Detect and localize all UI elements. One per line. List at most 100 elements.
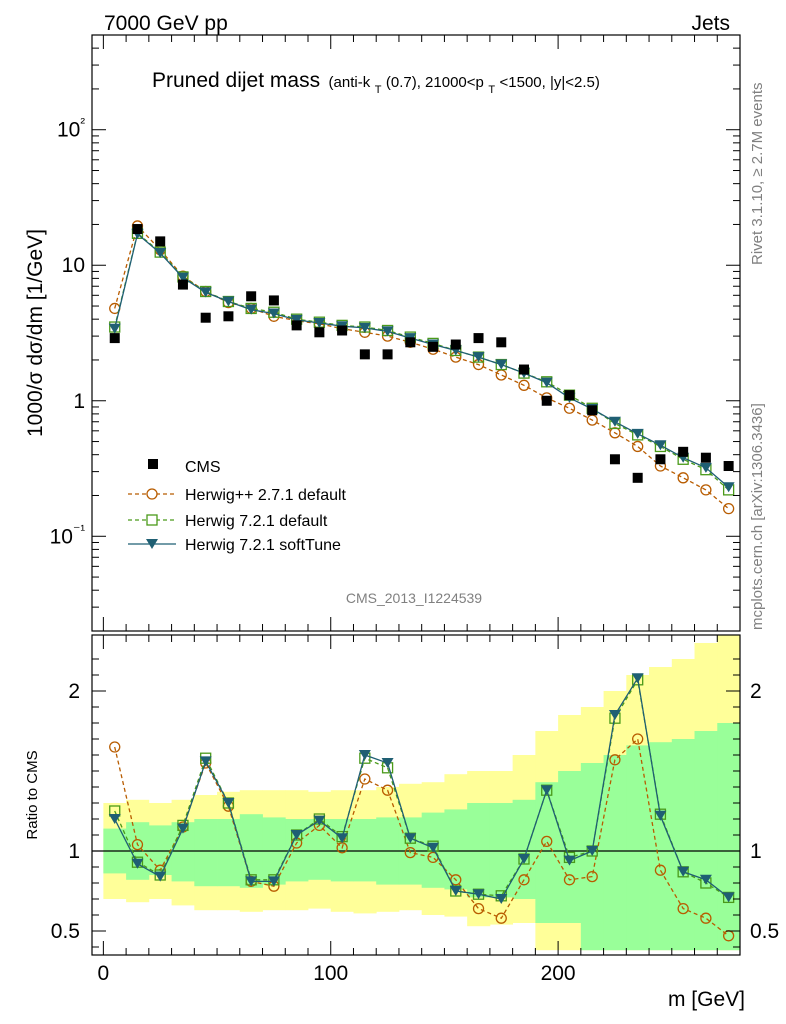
header-right: Jets bbox=[691, 12, 730, 35]
main-line-herwig-7-2-1-softtune bbox=[114, 232, 730, 488]
main-point-herwig-7-2-1-softtune-6 bbox=[245, 304, 258, 315]
main-point-cms-21 bbox=[587, 405, 598, 416]
ratio-point-herwig-2-7-1-default-1 bbox=[131, 838, 144, 851]
main-point-herwig-7-2-1-softtune-12 bbox=[381, 326, 394, 337]
ratio-inner-band-5 bbox=[217, 819, 241, 887]
main-point-herwig-7-2-1-softtune-4 bbox=[199, 287, 212, 298]
ratio-point-herwig-7-2-1-softtune-19 bbox=[540, 785, 553, 796]
plot-title: Pruned dijet mass (anti-k T (0.7), 21000… bbox=[152, 69, 600, 97]
ratio-y-tick-label-left-1: 1 bbox=[68, 840, 80, 863]
main-point-cms-25 bbox=[678, 446, 689, 457]
ratio-line-herwig-7-2-1-default bbox=[114, 677, 729, 898]
x-axis-label: m [GeV] bbox=[668, 988, 745, 1011]
ratio-point-herwig-7-2-1-softtune-23 bbox=[631, 673, 644, 684]
ratio-point-herwig-7-2-1-softtune-8 bbox=[290, 830, 303, 840]
ratio-point-herwig-7-2-1-softtune-15 bbox=[449, 886, 462, 896]
main-plot-panel: 1 10 10² 10⁻¹ bbox=[50, 34, 741, 632]
ratio-point-herwig-7-2-1-softtune-27 bbox=[722, 892, 735, 903]
main-point-herwig-7-2-1-softtune-19 bbox=[540, 377, 553, 388]
ratio-y-tick-label-left-2: 2 bbox=[68, 680, 80, 703]
ratio-point-herwig-7-2-1-softtune-0 bbox=[108, 814, 121, 824]
analysis-watermark: CMS_2013_I1224539 bbox=[346, 590, 482, 606]
ratio-inner-band-2 bbox=[148, 825, 172, 875]
plot-title-c: <1500, |y|<2.5) bbox=[500, 74, 600, 91]
ratio-point-herwig-7-2-1-softtune-2 bbox=[154, 871, 167, 882]
x-tick-label-100: 100 bbox=[313, 962, 348, 985]
ratio-inner-band-15 bbox=[444, 809, 468, 890]
main-point-cms-9 bbox=[314, 327, 325, 338]
main-point-cms-18 bbox=[519, 364, 529, 375]
main-point-herwig-7-2-1-softtune-2 bbox=[154, 248, 167, 259]
ratio-point-herwig-2-7-1-default-11 bbox=[359, 773, 371, 785]
legend-herwig7-default-label: Herwig 7.2.1 default bbox=[185, 513, 328, 530]
main-point-herwig-7-2-1-softtune-26 bbox=[699, 462, 712, 473]
ratio-inner-band-10 bbox=[330, 819, 354, 882]
main-point-cms-11 bbox=[359, 349, 370, 360]
main-point-cms-8 bbox=[291, 320, 302, 331]
legend-herwigpp-marker bbox=[146, 488, 158, 500]
x-tick-label-0: 0 bbox=[98, 962, 110, 985]
main-point-herwig-7-2-1-softtune-17 bbox=[495, 359, 508, 370]
main-y-tick-label-1: 1 bbox=[73, 390, 85, 413]
ratio-point-herwig-2-7-1-default-18 bbox=[518, 874, 530, 886]
plot-title-main: Pruned dijet mass bbox=[152, 69, 320, 92]
ratio-inner-band-11 bbox=[353, 819, 377, 882]
ratio-point-herwig-7-2-1-softtune-25 bbox=[677, 866, 690, 877]
ratio-inner-band-9 bbox=[308, 819, 332, 880]
plot-title-b: (0.7), 21000<p bbox=[386, 74, 484, 91]
ratio-point-herwig-7-2-1-softtune-3 bbox=[176, 823, 189, 834]
ratio-point-herwig-2-7-1-default-12 bbox=[381, 784, 394, 796]
ratio-inner-band-20 bbox=[558, 771, 582, 923]
mcplots-label: mcplots.cern.ch [arXiv:1306.3436] bbox=[749, 403, 766, 630]
ratio-y-axis-label: Ratio to CMS bbox=[24, 750, 41, 839]
ratio-point-herwig-7-2-1-softtune-7 bbox=[267, 876, 280, 887]
main-point-cms-1 bbox=[132, 224, 143, 235]
main-point-cms-15 bbox=[450, 339, 461, 350]
legend-herwig7-softtune-marker bbox=[146, 539, 158, 549]
main-point-cms-13 bbox=[405, 337, 416, 348]
legend-herwigpp-label: Herwig++ 2.7.1 default bbox=[185, 487, 347, 504]
ratio-point-herwig-2-7-1-default-21 bbox=[586, 870, 598, 883]
ratio-y-tick-label-right-0.5: 0.5 bbox=[750, 920, 779, 943]
ratio-inner-band-22 bbox=[603, 755, 627, 951]
legend-herwig7-default-marker bbox=[146, 514, 158, 526]
main-point-herwig-7-2-1-softtune-11 bbox=[358, 322, 371, 333]
main-point-herwig-7-2-1-softtune-5 bbox=[222, 296, 235, 307]
ratio-point-herwig-7-2-1-softtune-17 bbox=[495, 894, 508, 904]
ratio-point-herwig-7-2-1-softtune-20 bbox=[563, 855, 576, 866]
main-point-cms-0 bbox=[109, 333, 120, 344]
main-point-herwig-2-7-1-default-17 bbox=[495, 369, 507, 381]
ratio-inner-band-24 bbox=[649, 742, 673, 951]
main-point-herwig-7-2-1-softtune-0 bbox=[108, 323, 121, 334]
ratio-point-herwig-7-2-1-softtune-11 bbox=[358, 750, 371, 760]
ratio-point-herwig-7-2-1-softtune-21 bbox=[586, 846, 599, 856]
ratio-y-tick-label-right-2: 2 bbox=[750, 680, 762, 703]
ratio-point-herwig-7-2-1-softtune-6 bbox=[245, 876, 258, 887]
ratio-point-herwig-2-7-1-default-23 bbox=[632, 733, 644, 745]
main-point-cms-3 bbox=[177, 279, 188, 290]
ratio-point-herwig-7-2-1-softtune-13 bbox=[404, 833, 417, 844]
main-point-herwig-7-2-1-softtune-3 bbox=[176, 272, 189, 283]
legend: CMS Herwig++ 2.7.1 default Herwig 7.2.1 … bbox=[128, 459, 347, 554]
ratio-point-herwig-2-7-1-default-13 bbox=[404, 846, 416, 859]
ratio-point-herwig-2-7-1-default-25 bbox=[677, 902, 689, 915]
ratio-point-herwig-7-2-1-softtune-9 bbox=[313, 815, 326, 826]
main-point-cms-12 bbox=[382, 349, 393, 360]
ratio-point-herwig-7-2-1-softtune-10 bbox=[336, 833, 349, 844]
ratio-point-herwig-2-7-1-default-0 bbox=[109, 741, 121, 753]
ratio-inner-band-17 bbox=[489, 803, 514, 898]
ratio-point-herwig-2-7-1-default-20 bbox=[563, 874, 576, 886]
ratio-point-herwig-2-7-1-default-24 bbox=[654, 864, 667, 876]
ratio-point-herwig-7-2-1-softtune-5 bbox=[222, 798, 235, 808]
legend-cms-label: CMS bbox=[185, 459, 221, 476]
ratio-point-herwig-2-7-1-default-26 bbox=[700, 912, 712, 924]
main-y-tick-label-100: 10² bbox=[57, 115, 85, 142]
main-point-herwig-7-2-1-softtune-23 bbox=[631, 428, 644, 439]
main-point-cms-6 bbox=[246, 291, 257, 302]
header-left: 7000 GeV pp bbox=[104, 12, 228, 35]
main-point-herwig-2-7-1-default-25 bbox=[677, 472, 689, 484]
ratio-point-herwig-7-2-1-softtune-16 bbox=[472, 889, 485, 900]
ratio-point-herwig-7-2-1-softtune-18 bbox=[518, 854, 530, 864]
main-plot-frame bbox=[91, 34, 741, 632]
